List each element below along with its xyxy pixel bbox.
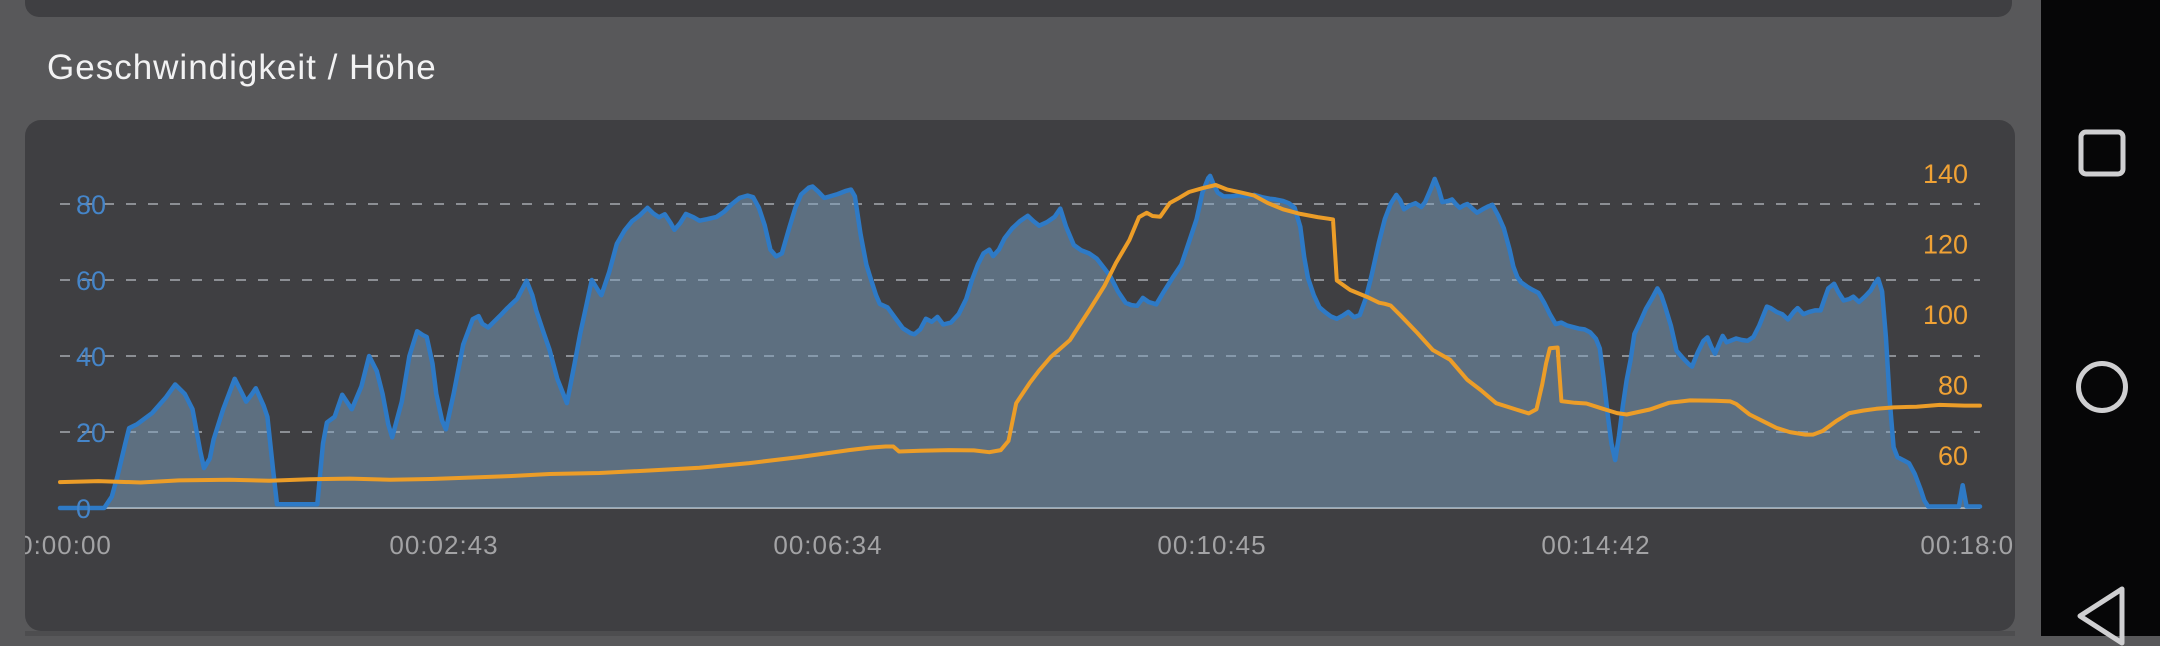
home-circle-icon [2076,361,2128,413]
right-axis-tick-label: 60 [1938,441,1968,471]
android-navigation-bar [2041,0,2160,646]
x-axis-tick-label: 00:18:06 [1920,530,2015,560]
right-axis-tick-label: 100 [1923,300,1968,330]
left-axis-tick-label: 80 [76,190,106,220]
back-triangle-icon [2077,586,2125,646]
right-axis-tick-label: 140 [1923,159,1968,189]
next-card-top-edge [25,631,2015,636]
x-axis-tick-label: 00:02:43 [389,530,498,560]
left-axis-tick-label: 40 [76,342,106,372]
x-axis-tick-label: 00:10:45 [1157,530,1266,560]
chart-card: 0 20 40 60 80 60 80 100 120 140 0:00:00 00:02:43 00:… [25,120,2015,631]
previous-card-bottom-edge [25,0,2012,17]
x-axis-tick-label: 00:06:34 [773,530,882,560]
elevation-line [58,183,1982,485]
page-title: Geschwindigkeit / Höhe [47,48,437,87]
left-axis-tick-label: 0 [76,494,91,524]
speed-area-fill [60,175,1980,508]
recents-square-icon [2078,129,2126,177]
speed-elevation-chart[interactable]: 0 20 40 60 80 60 80 100 120 140 0:00:00 00:02:43 00:… [25,120,2015,631]
right-axis-tick-label: 80 [1938,371,1968,401]
x-axis-tick-label: 00:14:42 [1541,530,1650,560]
home-button[interactable] [2075,360,2129,414]
speed-line [57,173,1983,511]
recents-button[interactable] [2078,129,2126,177]
right-axis-tick-label: 120 [1923,230,1968,260]
left-axis-tick-label: 60 [76,266,106,296]
left-axis-tick-label: 20 [76,418,106,448]
back-button[interactable] [2075,584,2129,646]
x-axis-tick-label: 0:00:00 [25,530,112,560]
